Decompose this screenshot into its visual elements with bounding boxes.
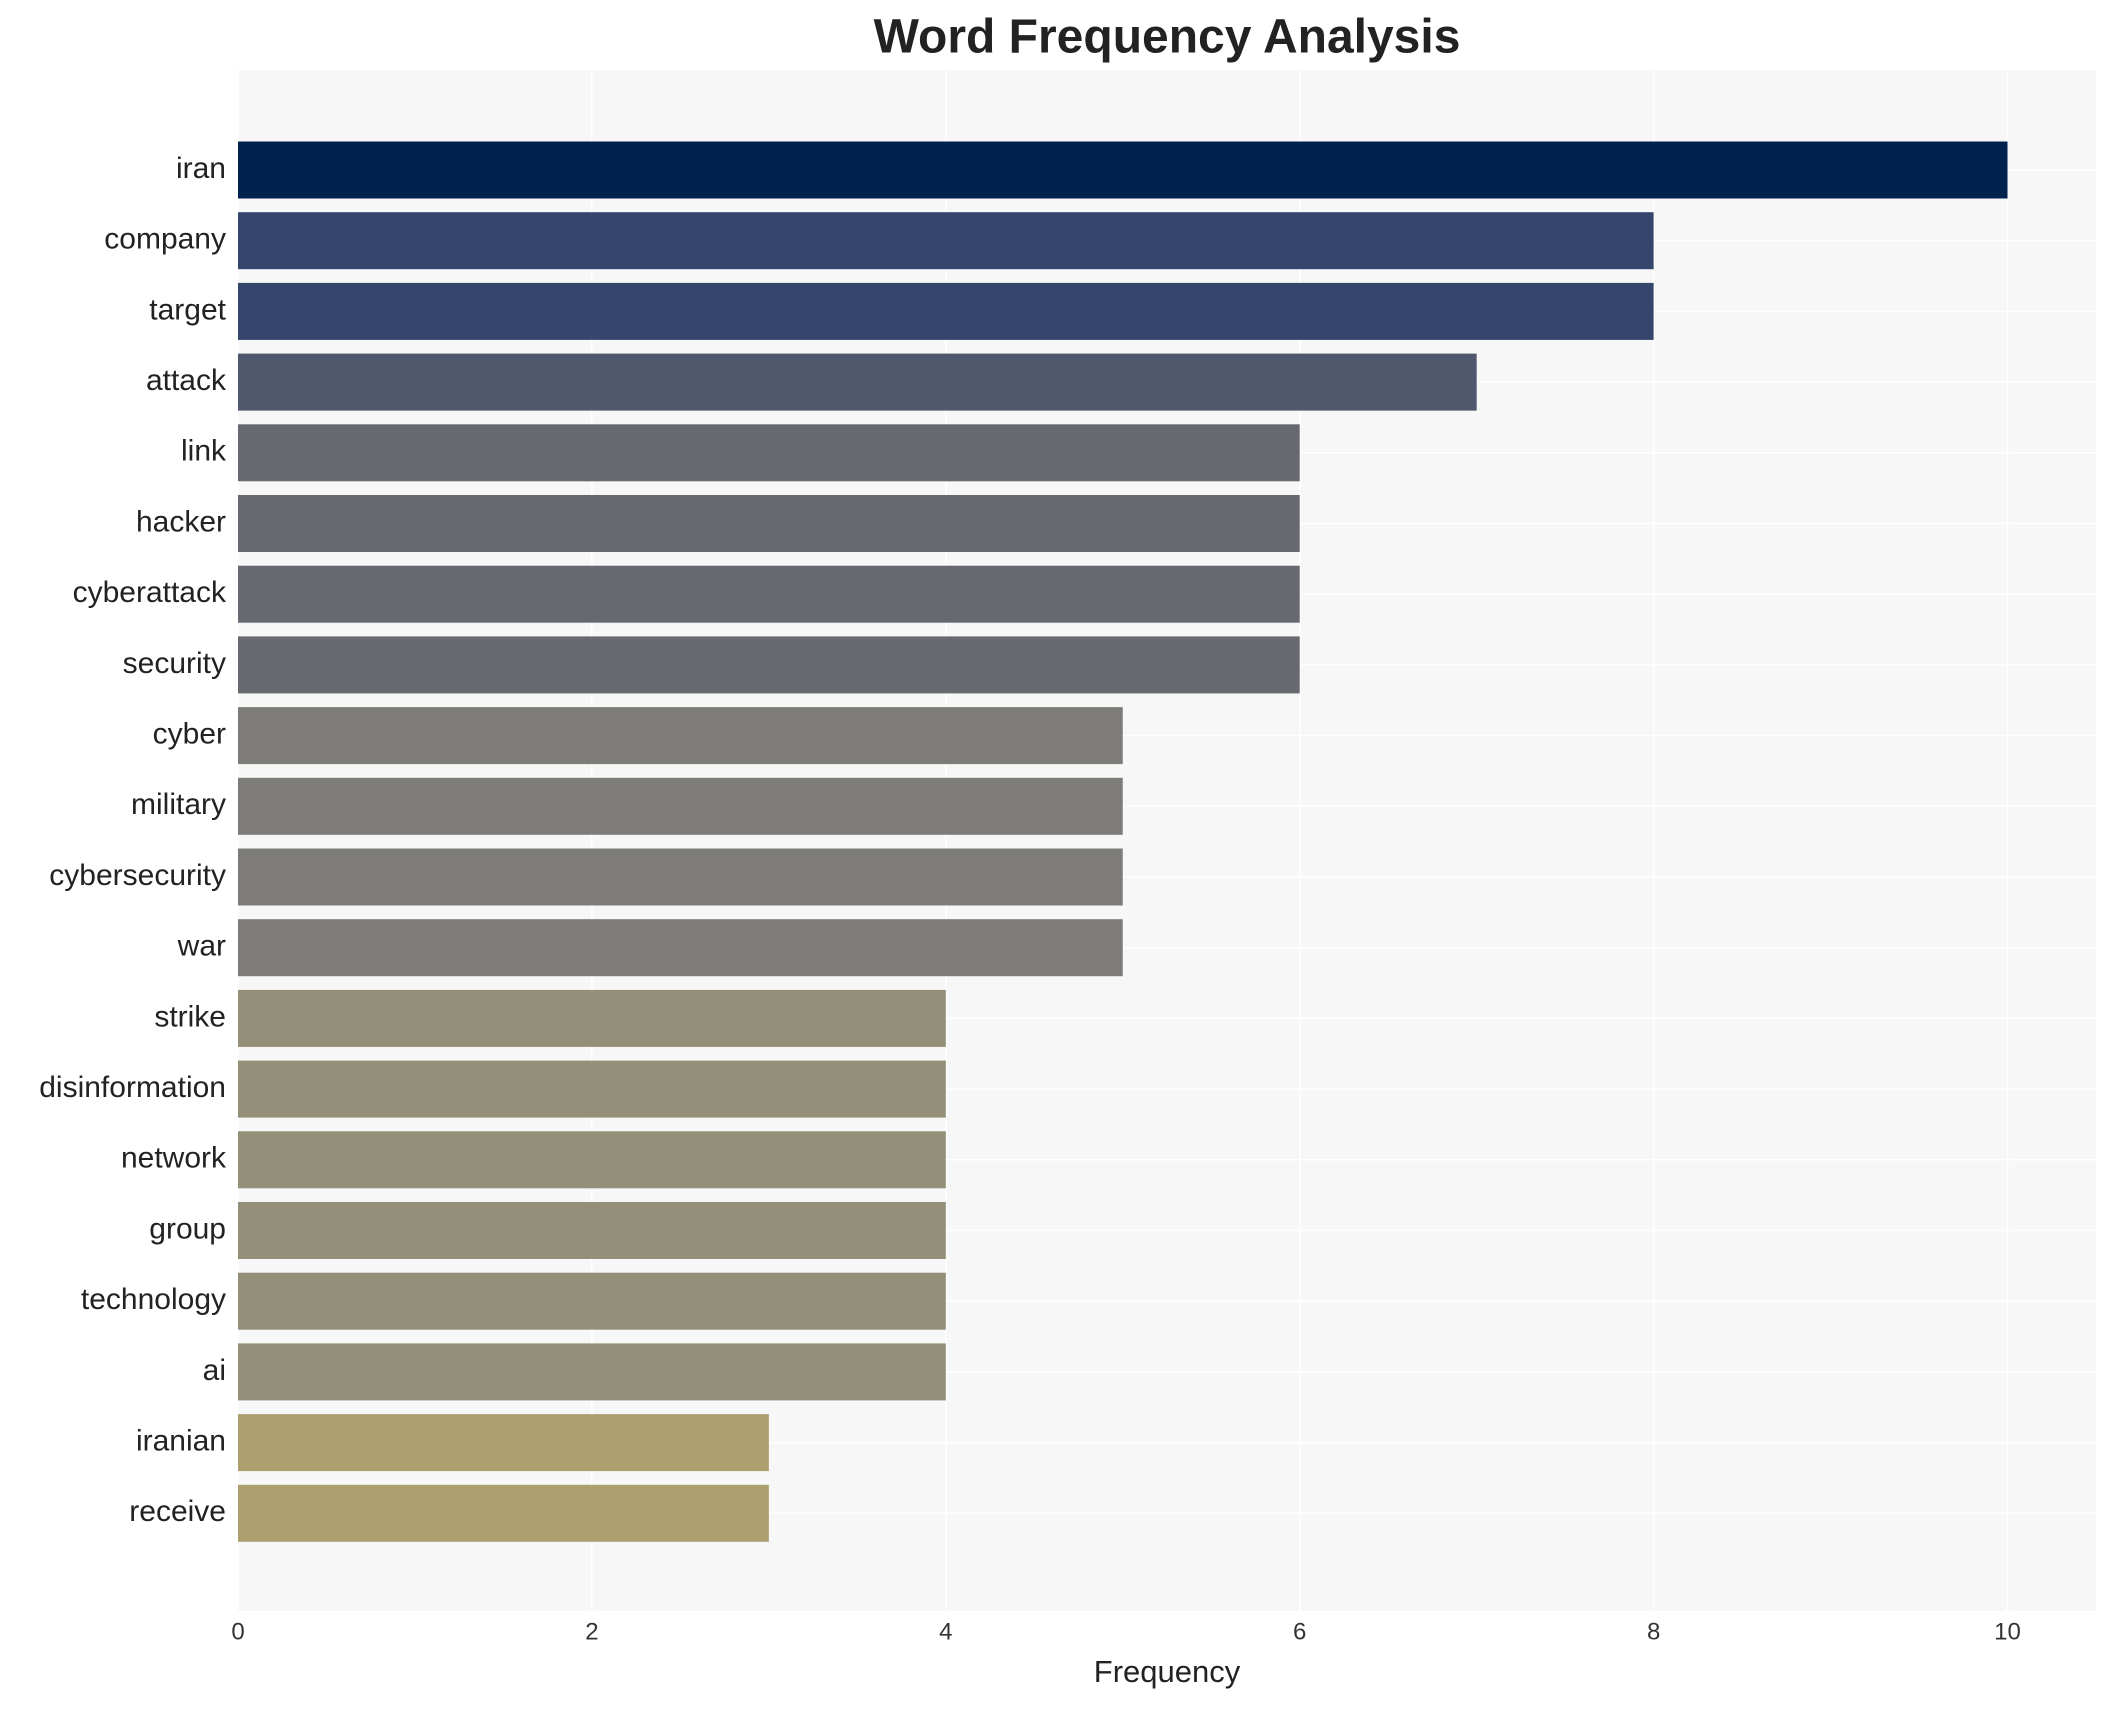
y-tick-label: iran	[176, 152, 226, 185]
bar	[238, 1272, 946, 1330]
bar	[238, 353, 1477, 411]
bar	[238, 636, 1300, 694]
y-tick-label: cybersecurity	[49, 859, 226, 892]
y-tick-label: link	[181, 435, 227, 468]
y-tick-label: cyber	[153, 718, 226, 751]
bar	[238, 989, 946, 1047]
x-tick-label: 2	[585, 1618, 598, 1645]
y-tick-label: ai	[203, 1354, 226, 1387]
chart-title: Word Frequency Analysis	[874, 11, 1461, 64]
bar	[238, 919, 1123, 977]
bar	[238, 212, 1654, 270]
y-tick-label: military	[131, 788, 226, 821]
y-tick-label: company	[104, 223, 226, 256]
y-tick-label: technology	[81, 1283, 226, 1316]
y-tick-label: attack	[146, 364, 227, 397]
bars	[238, 141, 2008, 1542]
x-tick-label: 8	[1647, 1618, 1660, 1645]
y-tick-label: war	[177, 930, 226, 963]
bar	[238, 1484, 769, 1542]
bar	[238, 1202, 946, 1259]
x-tick-label: 6	[1293, 1618, 1306, 1645]
bar	[238, 424, 1300, 482]
bar	[238, 495, 1300, 552]
bar	[238, 848, 1123, 906]
x-tick-label: 0	[231, 1618, 244, 1645]
x-axis-label: Frequency	[1094, 1654, 1241, 1689]
y-tick-label: iranian	[136, 1425, 226, 1458]
bar	[238, 1131, 946, 1189]
y-tick-label: target	[149, 293, 226, 326]
x-tick-label: 10	[1994, 1618, 2021, 1645]
bar	[238, 1060, 946, 1118]
bar	[238, 1343, 946, 1401]
y-tick-label: network	[121, 1142, 227, 1175]
y-tick-label: hacker	[136, 505, 226, 538]
bar	[238, 565, 1300, 623]
bar	[238, 282, 1654, 340]
y-tick-label: receive	[129, 1495, 226, 1528]
y-tick-label: security	[123, 647, 226, 680]
bar	[238, 777, 1123, 835]
y-tick-label: disinformation	[39, 1071, 226, 1104]
y-tick-label: group	[149, 1212, 226, 1245]
y-tick-label: strike	[154, 1000, 226, 1033]
y-tick-label: cyberattack	[73, 576, 227, 609]
bar	[238, 707, 1123, 765]
bar	[238, 1414, 769, 1472]
bar	[238, 141, 2008, 199]
x-tick-label: 4	[939, 1618, 952, 1645]
